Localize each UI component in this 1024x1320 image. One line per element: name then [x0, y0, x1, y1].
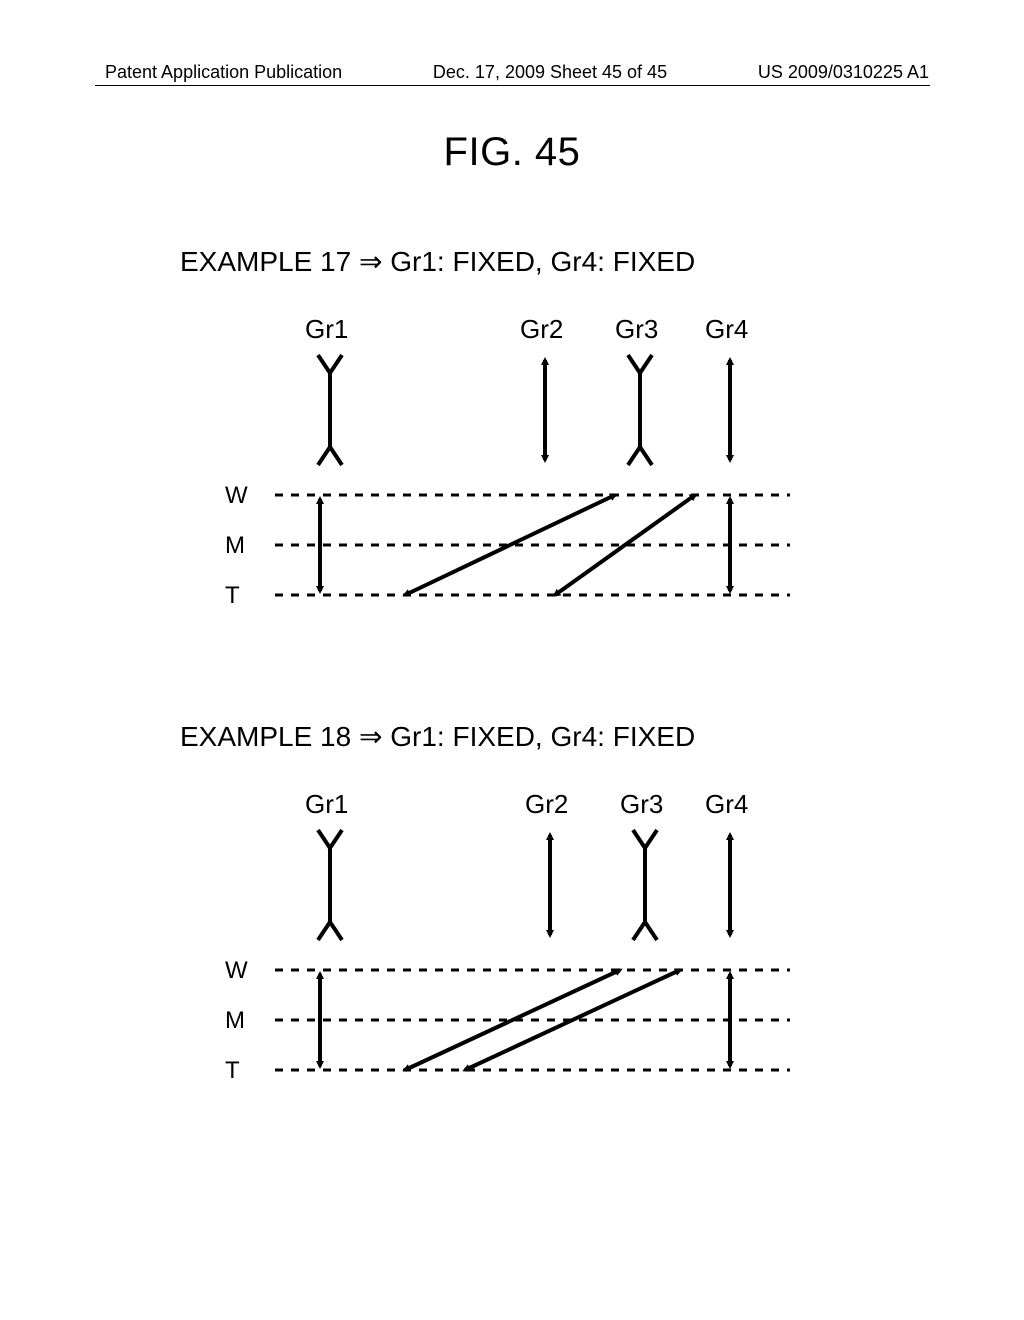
header-rule — [95, 85, 930, 86]
svg-text:Gr3: Gr3 — [620, 789, 663, 819]
svg-text:M: M — [225, 1007, 245, 1034]
header-left: Patent Application Publication — [105, 62, 342, 83]
example17-diagram: Gr1 Gr2 Gr3 Gr4 WMT — [220, 310, 820, 620]
double-arrow-icon: ⇒ — [359, 246, 382, 277]
svg-text:Gr3: Gr3 — [615, 314, 658, 344]
patent-header: Patent Application Publication Dec. 17, … — [0, 62, 1024, 83]
svg-text:Gr1: Gr1 — [305, 789, 348, 819]
example17-title: EXAMPLE 17 ⇒ Gr1: FIXED, Gr4: FIXED — [180, 245, 695, 278]
svg-text:T: T — [225, 582, 240, 609]
svg-text:W: W — [225, 957, 248, 984]
example18-suffix: Gr1: FIXED, Gr4: FIXED — [390, 721, 695, 752]
example18-prefix: EXAMPLE 18 — [180, 721, 351, 752]
svg-text:Gr4: Gr4 — [705, 789, 748, 819]
svg-text:T: T — [225, 1057, 240, 1084]
header-center: Dec. 17, 2009 Sheet 45 of 45 — [433, 62, 667, 83]
svg-text:W: W — [225, 482, 248, 509]
example17-prefix: EXAMPLE 17 — [180, 246, 351, 277]
example18-diagram: Gr1 Gr2 Gr3 Gr4 WMT — [220, 785, 820, 1095]
example17-suffix: Gr1: FIXED, Gr4: FIXED — [390, 246, 695, 277]
example18-title: EXAMPLE 18 ⇒ Gr1: FIXED, Gr4: FIXED — [180, 720, 695, 753]
svg-text:Gr1: Gr1 — [305, 314, 348, 344]
svg-text:Gr2: Gr2 — [525, 789, 568, 819]
figure-title: FIG. 45 — [0, 130, 1024, 175]
svg-text:M: M — [225, 532, 245, 559]
svg-text:Gr2: Gr2 — [520, 314, 563, 344]
double-arrow-icon: ⇒ — [359, 721, 382, 752]
svg-text:Gr4: Gr4 — [705, 314, 748, 344]
header-right: US 2009/0310225 A1 — [758, 62, 929, 83]
